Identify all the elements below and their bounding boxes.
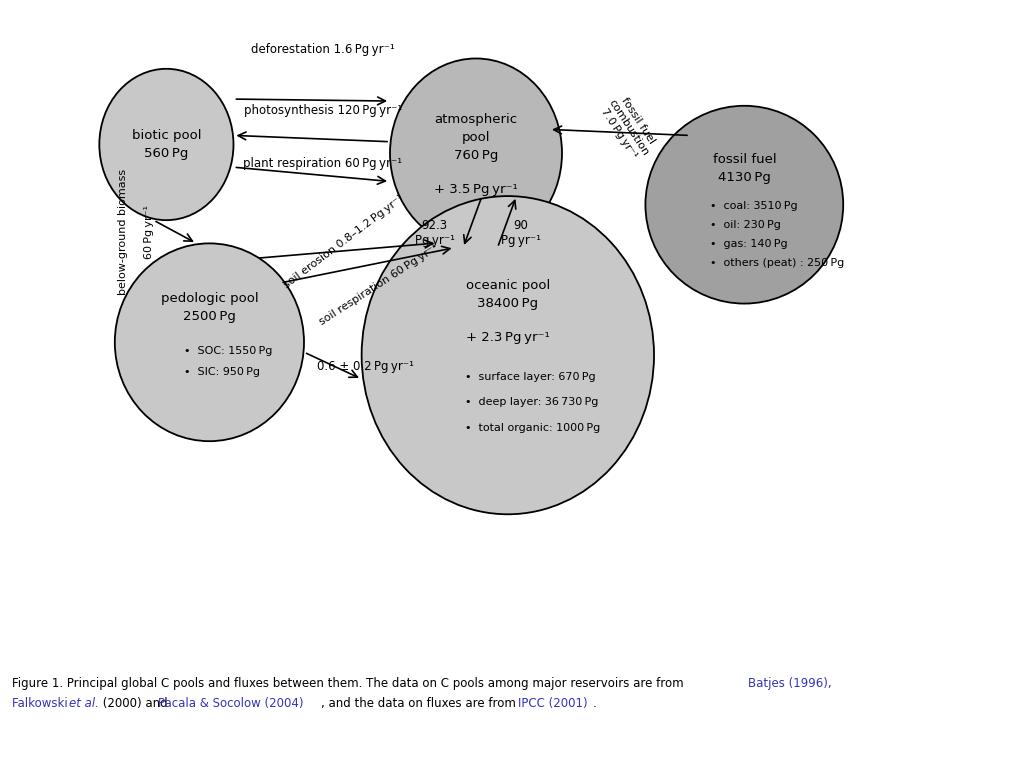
- Text: Falkowski: Falkowski: [12, 697, 72, 710]
- Text: 92.3
Pg yr⁻¹: 92.3 Pg yr⁻¹: [415, 219, 455, 247]
- Text: 60 Pg yr⁻¹: 60 Pg yr⁻¹: [144, 205, 155, 260]
- Text: soil respiration 60 Pg yr⁻¹: soil respiration 60 Pg yr⁻¹: [317, 243, 440, 327]
- Text: Pacala & Socolow (2004): Pacala & Socolow (2004): [158, 697, 303, 710]
- Text: deforestation 1.6 Pg yr⁻¹: deforestation 1.6 Pg yr⁻¹: [251, 43, 395, 56]
- Text: et al.: et al.: [69, 697, 98, 710]
- Text: 0.6 ± 0.2 Pg yr⁻¹: 0.6 ± 0.2 Pg yr⁻¹: [317, 360, 415, 372]
- Text: •  deep layer: 36 730 Pg: • deep layer: 36 730 Pg: [465, 398, 598, 408]
- Ellipse shape: [99, 69, 233, 220]
- Text: •  gas: 140 Pg: • gas: 140 Pg: [710, 240, 787, 250]
- Text: atmospheric
pool
760 Pg: atmospheric pool 760 Pg: [434, 113, 517, 162]
- Text: below-ground biomass: below-ground biomass: [119, 169, 128, 295]
- Text: + 3.5 Pg yr⁻¹: + 3.5 Pg yr⁻¹: [434, 183, 518, 196]
- Ellipse shape: [115, 243, 304, 441]
- Text: •  SOC: 1550 Pg: • SOC: 1550 Pg: [183, 346, 272, 356]
- Text: •  others (peat) : 250 Pg: • others (peat) : 250 Pg: [710, 258, 844, 268]
- Text: oceanic pool
38400 Pg: oceanic pool 38400 Pg: [466, 280, 550, 310]
- Text: fossil fuel
4130 Pg: fossil fuel 4130 Pg: [713, 153, 776, 184]
- Text: plant respiration 60 Pg yr⁻¹: plant respiration 60 Pg yr⁻¹: [244, 157, 402, 170]
- Text: Figure 1. Principal global C pools and fluxes between them. The data on C pools : Figure 1. Principal global C pools and f…: [12, 677, 688, 690]
- Text: •  total organic: 1000 Pg: • total organic: 1000 Pg: [465, 423, 600, 433]
- Ellipse shape: [361, 196, 654, 515]
- Text: soil erosion 0.8–1.2 Pg yr⁻¹: soil erosion 0.8–1.2 Pg yr⁻¹: [283, 194, 407, 290]
- Ellipse shape: [645, 106, 843, 303]
- Text: biotic pool
560 Pg: biotic pool 560 Pg: [132, 129, 201, 160]
- Text: •  coal: 3510 Pg: • coal: 3510 Pg: [710, 201, 798, 211]
- Text: pedologic pool
2500 Pg: pedologic pool 2500 Pg: [161, 293, 258, 323]
- Text: •  oil: 230 Pg: • oil: 230 Pg: [710, 220, 780, 230]
- Text: fossil fuel
combustion
7.0 Pg yr⁻¹: fossil fuel combustion 7.0 Pg yr⁻¹: [597, 91, 659, 164]
- Text: 90
Pg yr⁻¹: 90 Pg yr⁻¹: [501, 219, 541, 247]
- Text: photosynthesis 120 Pg yr⁻¹: photosynthesis 120 Pg yr⁻¹: [244, 104, 402, 117]
- Text: (2000) and: (2000) and: [99, 697, 172, 710]
- Text: + 2.3 Pg yr⁻¹: + 2.3 Pg yr⁻¹: [466, 332, 550, 345]
- Ellipse shape: [390, 58, 562, 248]
- Text: •  SIC: 950 Pg: • SIC: 950 Pg: [183, 367, 260, 377]
- Text: , and the data on fluxes are from: , and the data on fluxes are from: [321, 697, 519, 710]
- Text: IPCC (2001): IPCC (2001): [518, 697, 588, 710]
- Text: .: .: [593, 697, 597, 710]
- Text: •  surface layer: 670 Pg: • surface layer: 670 Pg: [465, 372, 595, 382]
- Text: Batjes (1996),: Batjes (1996),: [748, 677, 831, 690]
